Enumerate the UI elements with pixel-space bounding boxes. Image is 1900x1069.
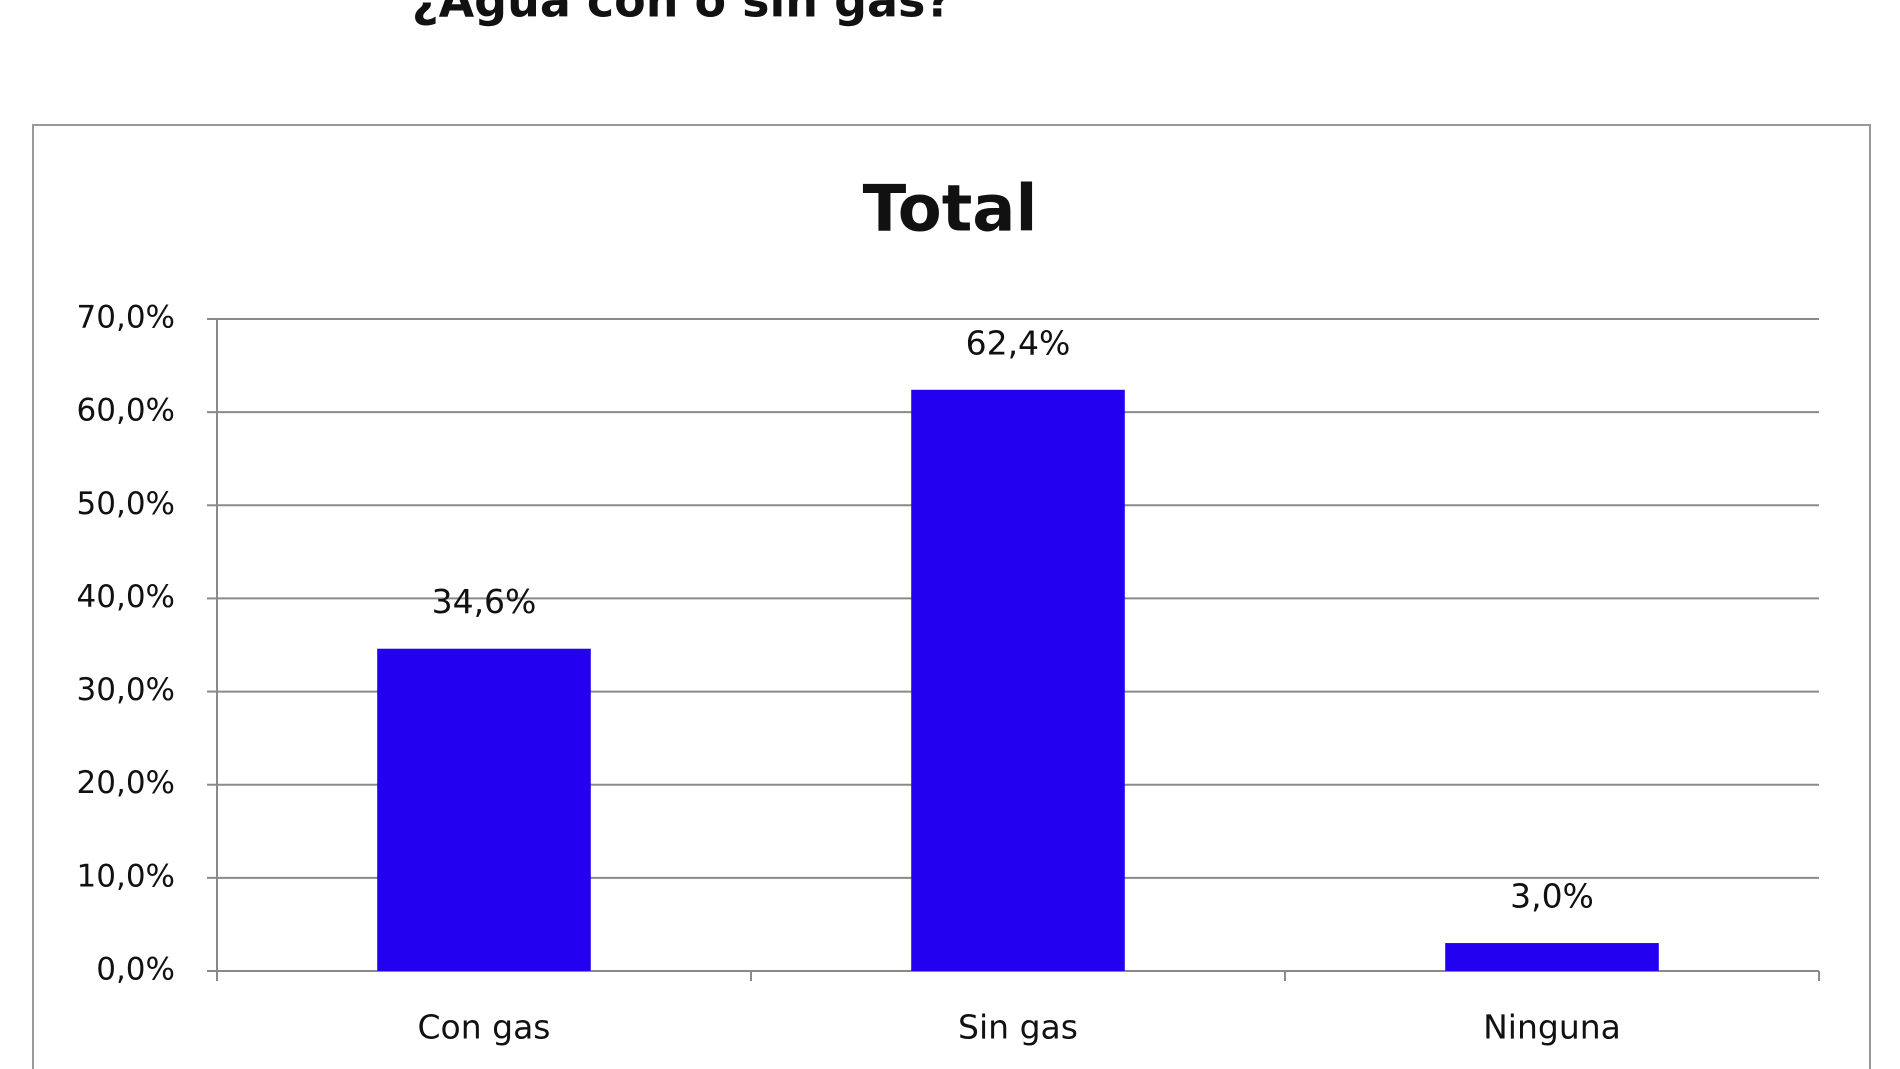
y-tick-label: 70,0% xyxy=(77,300,175,336)
y-tick-label: 40,0% xyxy=(77,579,175,615)
value-label: 62,4% xyxy=(966,323,1071,362)
value-label: 3,0% xyxy=(1510,877,1594,916)
chart-title: Total xyxy=(863,173,1038,247)
bar xyxy=(911,389,1125,971)
y-tick-label: 50,0% xyxy=(77,486,175,522)
value-label: 34,6% xyxy=(432,582,537,621)
y-tick-label: 60,0% xyxy=(77,393,175,429)
bar xyxy=(377,648,591,971)
y-tick-label: 30,0% xyxy=(77,672,175,708)
y-tick-label: 10,0% xyxy=(77,858,175,894)
x-tick-label: Ninguna xyxy=(1483,1008,1621,1047)
x-tick-label: Con gas xyxy=(418,1008,551,1047)
y-tick-label: 20,0% xyxy=(77,765,175,801)
chart-frame xyxy=(32,124,1871,1069)
page-title: ¿Agua con o sin gas? xyxy=(412,0,952,28)
y-tick-label: 0,0% xyxy=(96,952,175,988)
bar xyxy=(1445,943,1659,971)
x-tick-label: Sin gas xyxy=(958,1008,1078,1047)
